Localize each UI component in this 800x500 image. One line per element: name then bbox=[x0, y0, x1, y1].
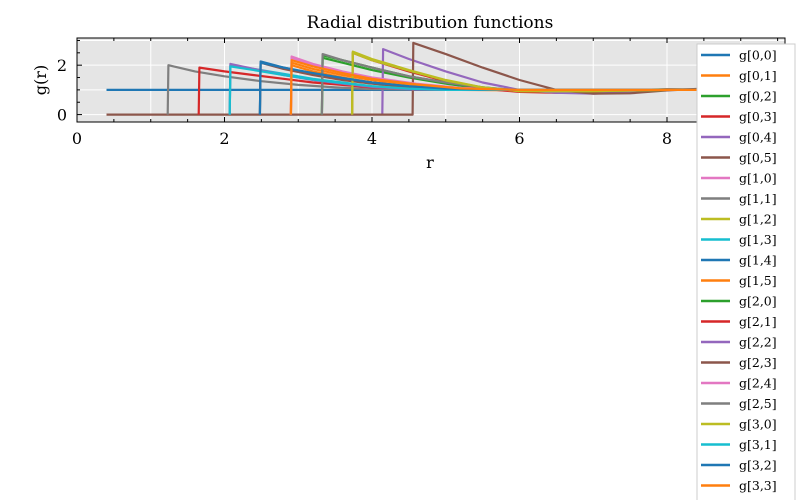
legend-label: g[1,1] bbox=[739, 191, 777, 206]
legend-label: g[0,0] bbox=[739, 48, 777, 63]
x-tick-label: 4 bbox=[367, 129, 377, 148]
series-line-g3-3 bbox=[289, 59, 785, 115]
legend-label: g[0,2] bbox=[739, 89, 777, 104]
x-tick-label: 6 bbox=[514, 129, 524, 148]
y-tick-label: 0 bbox=[57, 106, 67, 125]
legend: g[0,0] g[0,1] g[0,2] g[0,3] g[0,4] g[0,5] g[1,… bbox=[696, 43, 796, 500]
x-axis-label: r bbox=[426, 153, 434, 172]
legend-label: g[0,4] bbox=[739, 130, 777, 145]
legend-label: g[1,2] bbox=[739, 212, 777, 227]
legend-label: g[2,1] bbox=[739, 314, 777, 329]
legend-label: g[0,5] bbox=[739, 150, 777, 165]
legend-label: g[0,1] bbox=[739, 68, 777, 83]
legend-label: g[2,3] bbox=[739, 355, 777, 370]
legend-label: g[2,4] bbox=[739, 376, 777, 391]
chart-title: Radial distribution functions bbox=[307, 13, 554, 33]
y-tick-label: 2 bbox=[57, 56, 67, 75]
legend-label: g[3,3] bbox=[739, 478, 777, 493]
y-axis-label: g(r) bbox=[31, 65, 50, 95]
legend-label: g[2,5] bbox=[739, 396, 777, 411]
legend-label: g[3,1] bbox=[739, 437, 777, 452]
legend-label: g[2,0] bbox=[739, 294, 777, 309]
x-tick-label: 8 bbox=[662, 129, 672, 148]
legend-label: g[3,0] bbox=[739, 417, 777, 432]
legend-label: g[3,2] bbox=[739, 458, 777, 473]
x-tick-label: 0 bbox=[72, 129, 82, 148]
legend-label: g[1,5] bbox=[739, 273, 777, 288]
legend-label: g[1,4] bbox=[739, 253, 777, 268]
legend-label: g[1,0] bbox=[739, 171, 777, 186]
legend-label: g[0,3] bbox=[739, 109, 777, 124]
legend-label: g[1,3] bbox=[739, 232, 777, 247]
x-tick-label: 2 bbox=[219, 129, 229, 148]
legend-label: g[2,2] bbox=[739, 335, 777, 350]
